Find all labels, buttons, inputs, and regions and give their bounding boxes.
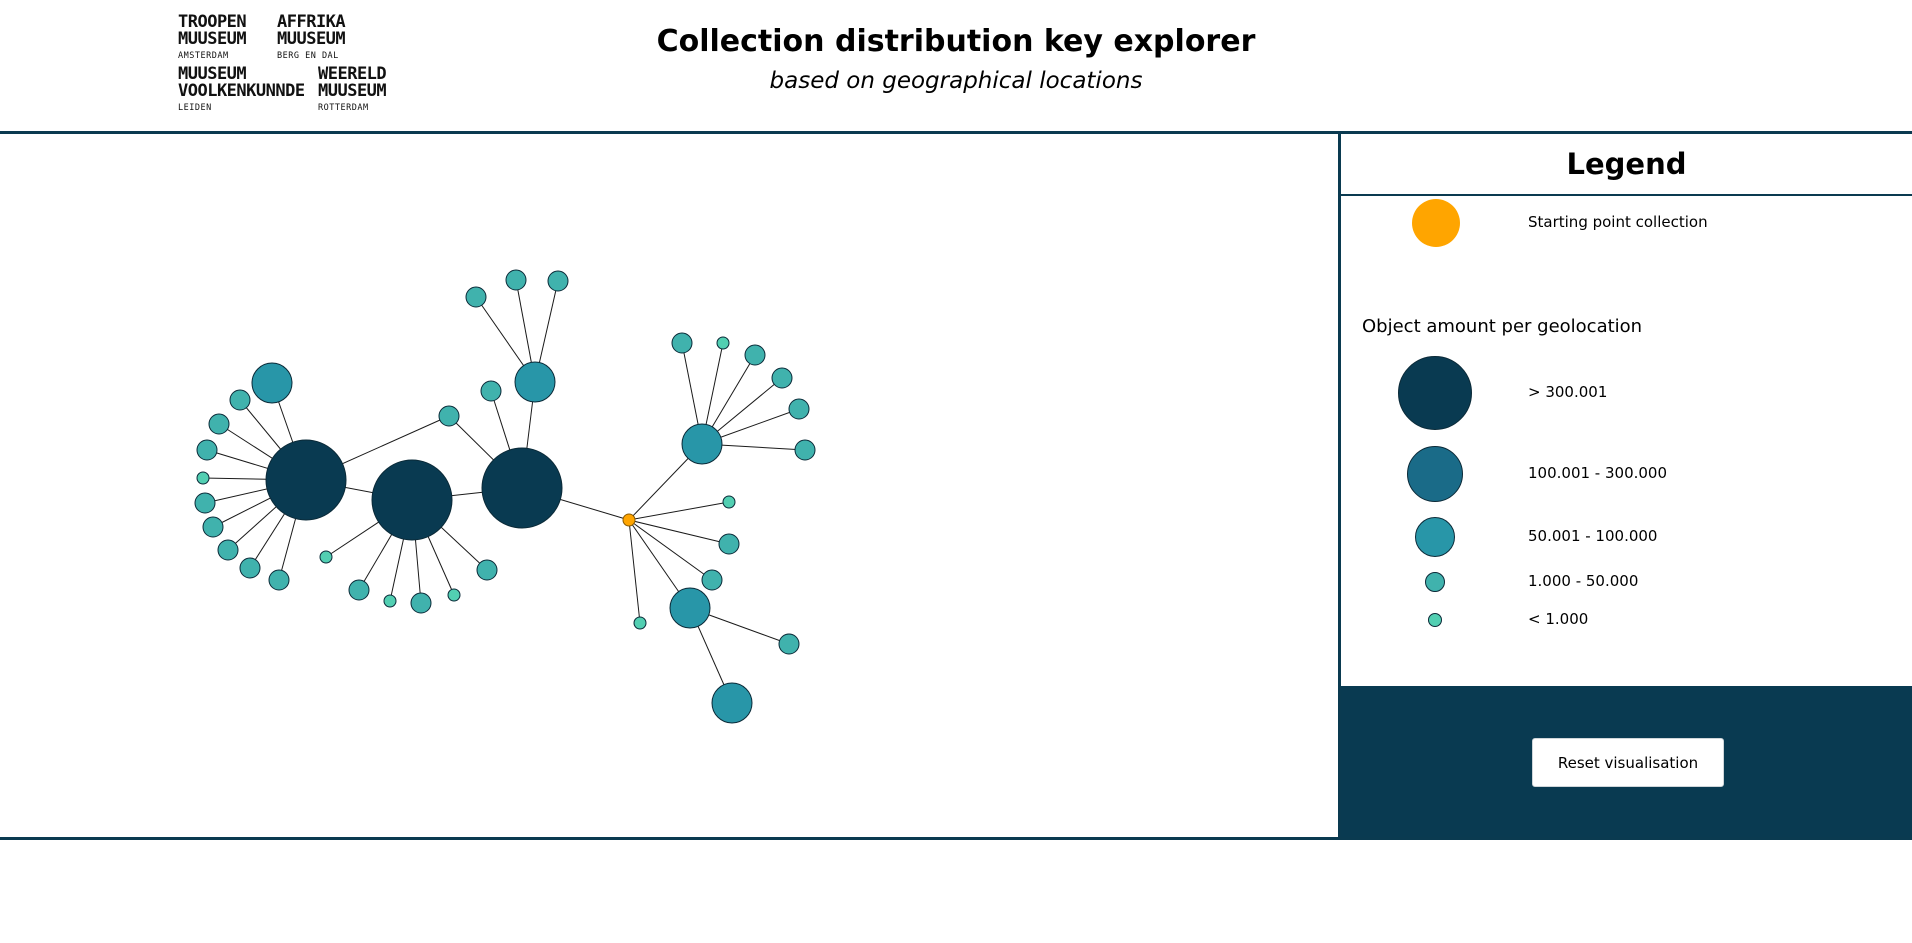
network-node[interactable]: [438, 405, 460, 427]
legend-item-class-4: 1.000 - 50.000: [1341, 572, 1912, 592]
legend-title: Legend: [1341, 134, 1912, 196]
legend-item-start: Starting point collection: [1341, 199, 1912, 247]
legend-swatch-class-2: [1407, 446, 1463, 502]
network-node[interactable]: [194, 492, 216, 514]
network-node[interactable]: [265, 439, 347, 521]
network-node[interactable]: [319, 550, 333, 564]
network-node[interactable]: [268, 569, 290, 591]
legend-label-class-5: < 1.000: [1528, 610, 1589, 628]
network-node[interactable]: [778, 633, 800, 655]
network-node[interactable]: [633, 616, 647, 630]
network-edge: [628, 519, 713, 581]
network-node[interactable]: [480, 380, 502, 402]
network-node[interactable]: [744, 344, 766, 366]
legend-label-class-2: 100.001 - 300.000: [1528, 464, 1668, 482]
page-title-block: Collection distribution key explorer bas…: [600, 22, 1312, 97]
legend-label-start: Starting point collection: [1528, 213, 1708, 231]
network-node[interactable]: [239, 557, 261, 579]
network-node[interactable]: [722, 495, 736, 509]
network-node[interactable]: [788, 398, 810, 420]
legend-panel: Legend Starting point collection Object …: [1338, 134, 1912, 837]
page-title: Collection distribution key explorer: [656, 24, 1256, 59]
reset-visualisation-button[interactable]: Reset visualisation: [1532, 738, 1724, 787]
network-node[interactable]: [718, 533, 740, 555]
legend-heading: Object amount per geolocation: [1362, 316, 1643, 337]
network-node[interactable]: [348, 579, 370, 601]
network-node[interactable]: [410, 592, 432, 614]
network-node[interactable]: [208, 413, 230, 435]
network-node[interactable]: [505, 269, 527, 291]
legend-item-class-5: < 1.000: [1341, 610, 1912, 628]
logo-tropenmuseum: TROOPEN MUUSEUM AMSTERDAM: [178, 12, 247, 61]
legend-swatch-class-1: [1398, 356, 1472, 430]
legend-swatch-class-4: [1425, 572, 1445, 592]
network-node[interactable]: [229, 389, 251, 411]
network-edge: [628, 519, 641, 624]
network-visualisation[interactable]: [0, 134, 1338, 837]
museum-logos: TROOPEN MUUSEUM AMSTERDAM AFFRIKA MUUSEU…: [178, 14, 408, 114]
network-node[interactable]: [251, 362, 293, 404]
network-node[interactable]: [547, 270, 569, 292]
network-node[interactable]: [794, 439, 816, 461]
network-node[interactable]: [196, 439, 218, 461]
network-node[interactable]: [217, 539, 239, 561]
legend-item-class-2: 100.001 - 300.000: [1341, 446, 1912, 502]
page-header: TROOPEN MUUSEUM AMSTERDAM AFFRIKA MUUSEU…: [0, 0, 1912, 134]
legend-label-class-4: 1.000 - 50.000: [1528, 572, 1639, 590]
network-node[interactable]: [711, 682, 753, 724]
network-node[interactable]: [514, 361, 556, 403]
network-node[interactable]: [671, 332, 693, 354]
network-graph[interactable]: [0, 134, 1338, 837]
controls-area: Reset visualisation: [1341, 686, 1912, 837]
legend-item-class-1: > 300.001: [1341, 356, 1912, 430]
network-node[interactable]: [716, 336, 730, 350]
logo-afrika-museum: AFFRIKA MUUSEUM BERG EN DAL: [277, 12, 346, 61]
network-node[interactable]: [465, 286, 487, 308]
network-node[interactable]: [681, 423, 723, 465]
legend-item-class-3: 50.001 - 100.000: [1341, 517, 1912, 557]
network-node[interactable]: [196, 471, 210, 485]
logo-museum-volkenkunde: MUUSEUM VOOLKENKUNNDE LEIDEN: [178, 64, 305, 113]
network-node[interactable]: [383, 594, 397, 608]
network-node[interactable]: [669, 587, 711, 629]
network-node[interactable]: [771, 367, 793, 389]
node-layer: [194, 269, 816, 724]
network-node[interactable]: [202, 516, 224, 538]
network-node[interactable]: [481, 447, 563, 529]
network-node[interactable]: [701, 569, 723, 591]
logo-wereldmuseum: WEERELD MUUSEUM ROTTERDAM: [318, 64, 387, 113]
legend-swatch-class-5: [1428, 613, 1442, 627]
network-node-start[interactable]: [622, 513, 636, 527]
legend-label-class-1: > 300.001: [1528, 383, 1608, 401]
network-edge: [628, 501, 730, 521]
page-subtitle: based on geographical locations: [769, 68, 1143, 94]
network-node[interactable]: [371, 459, 453, 541]
network-node[interactable]: [447, 588, 461, 602]
legend-swatch-class-3: [1415, 517, 1455, 557]
network-edge: [628, 519, 730, 545]
network-node[interactable]: [476, 559, 498, 581]
legend-swatch-start: [1412, 199, 1460, 247]
legend-label-class-3: 50.001 - 100.000: [1528, 527, 1658, 545]
bottom-divider: [0, 837, 1912, 840]
